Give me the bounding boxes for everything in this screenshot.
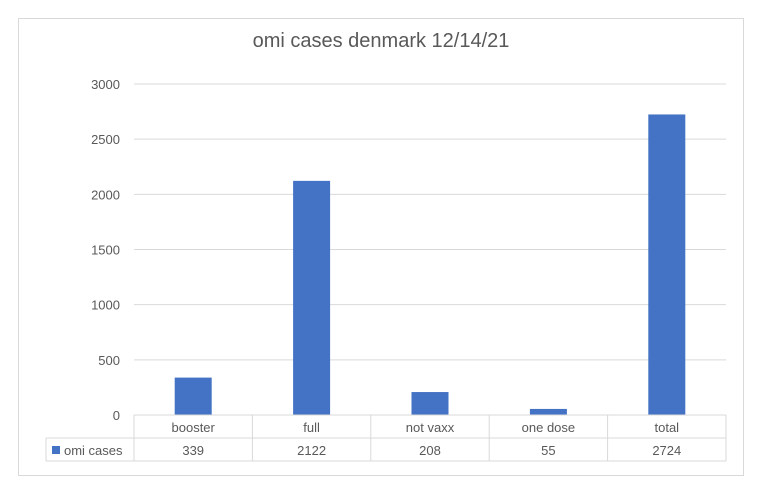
bars (174, 114, 686, 416)
y-tick-label: 0 (113, 408, 120, 423)
data-table-value: 2724 (652, 443, 681, 458)
legend-swatch (52, 446, 60, 454)
x-category-label: full (303, 420, 320, 435)
gridlines (134, 83, 726, 361)
data-table: booster 339 full 2122 not vaxx 208 one dose 55 t… (45, 414, 727, 462)
y-tick-label: 1000 (91, 298, 120, 313)
x-category-label: booster (172, 420, 216, 435)
data-table-value: 2122 (297, 443, 326, 458)
chart-frame (18, 18, 744, 476)
bar-not-vaxx (411, 392, 449, 415)
y-tick-label: 2000 (91, 187, 120, 202)
x-category-label: total (655, 420, 680, 435)
data-table-value: 339 (182, 443, 204, 458)
data-table-value: 208 (419, 443, 441, 458)
x-category-label: not vaxx (406, 420, 455, 435)
chart-title: omi cases denmark 12/14/21 (252, 30, 510, 52)
y-axis-tick-labels: 0 500 1000 1500 2000 2500 3000 (91, 77, 120, 423)
data-table-value: 55 (541, 443, 555, 458)
bar-one-dose (529, 408, 567, 415)
bar-booster (174, 377, 212, 415)
y-tick-label: 2500 (91, 132, 120, 147)
bar-total (648, 114, 686, 416)
y-tick-label: 500 (98, 353, 120, 368)
y-tick-label: 1500 (91, 243, 120, 258)
y-tick-label: 3000 (91, 77, 120, 92)
legend-label: omi cases (64, 443, 123, 458)
bar-full (293, 180, 331, 415)
x-category-label: one dose (522, 420, 576, 435)
